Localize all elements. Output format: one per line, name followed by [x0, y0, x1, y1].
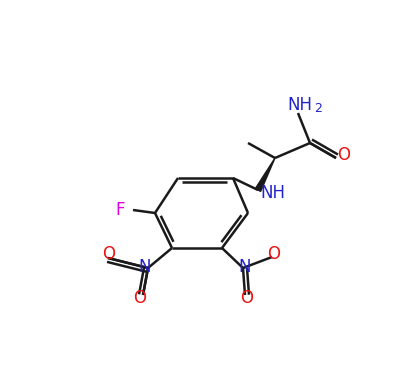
Text: N: N — [239, 258, 251, 276]
Polygon shape — [255, 158, 275, 191]
Text: F: F — [115, 201, 125, 219]
Text: O: O — [134, 289, 146, 307]
Text: O: O — [337, 146, 351, 164]
Text: 2: 2 — [314, 102, 322, 115]
Text: O: O — [268, 245, 280, 263]
Text: NH: NH — [288, 96, 312, 114]
Text: NH: NH — [261, 184, 286, 202]
Text: O: O — [102, 245, 115, 263]
Text: O: O — [240, 289, 254, 307]
Text: N: N — [139, 258, 151, 276]
